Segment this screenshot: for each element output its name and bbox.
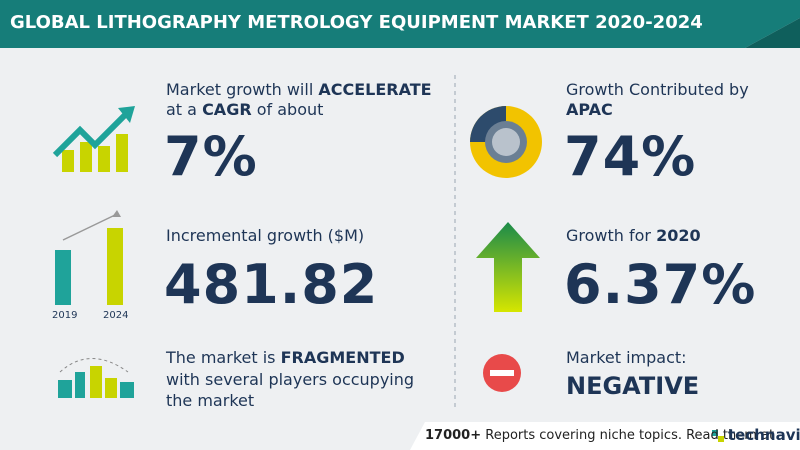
count: 17000+ (425, 428, 482, 443)
cagr-value: 7% (164, 125, 258, 188)
brand: technavio (728, 426, 800, 444)
text: Market growth will (166, 80, 314, 99)
text: Growth for (566, 226, 651, 245)
brand-logo (712, 430, 724, 442)
text: of about (256, 100, 324, 119)
up-arrow-icon (476, 222, 540, 312)
yoy-value: 6.37% (564, 253, 757, 316)
emphasis: ACCELERATE (318, 80, 432, 99)
emphasis: CAGR (202, 100, 252, 119)
incremental-label: Incremental growth ($M) (166, 226, 365, 245)
year-label: 2019 (52, 310, 78, 321)
negative-icon (483, 354, 521, 392)
market-line1: The market is FRAGMENTED (166, 348, 405, 367)
region-label: Growth Contributed by (566, 80, 749, 99)
title: GLOBAL LITHOGRAPHY METROLOGY EQUIPMENT M… (10, 12, 703, 33)
region-name: APAC (566, 100, 613, 119)
footer-band (410, 422, 800, 450)
incremental-value: 481.82 (164, 253, 379, 316)
footer-text: 17000+ Reports covering niche topics. Re… (425, 428, 774, 443)
donut-icon (470, 106, 542, 178)
cagr-line1: Market growth will ACCELERATE (166, 80, 432, 99)
text: The market is (166, 348, 276, 367)
year: 2020 (656, 226, 701, 245)
header-band (0, 0, 800, 48)
year-label: 2024 (103, 310, 129, 321)
emphasis: FRAGMENTED (280, 348, 405, 367)
incremental-icon (55, 210, 123, 305)
text: Reports covering niche topics. Read them… (485, 428, 775, 443)
region-value: 74% (564, 125, 697, 188)
text: at a (166, 100, 197, 119)
market-line2: with several players occupying the marke… (166, 370, 415, 410)
market-icon (58, 358, 134, 398)
growth-icon (52, 106, 135, 172)
impact-label: Market impact: (566, 348, 687, 367)
impact-value: NEGATIVE (566, 372, 700, 400)
yoy-line: Growth for 2020 (566, 226, 701, 245)
cagr-line2: at a CAGR of about (166, 100, 323, 119)
header-fold (745, 18, 800, 48)
